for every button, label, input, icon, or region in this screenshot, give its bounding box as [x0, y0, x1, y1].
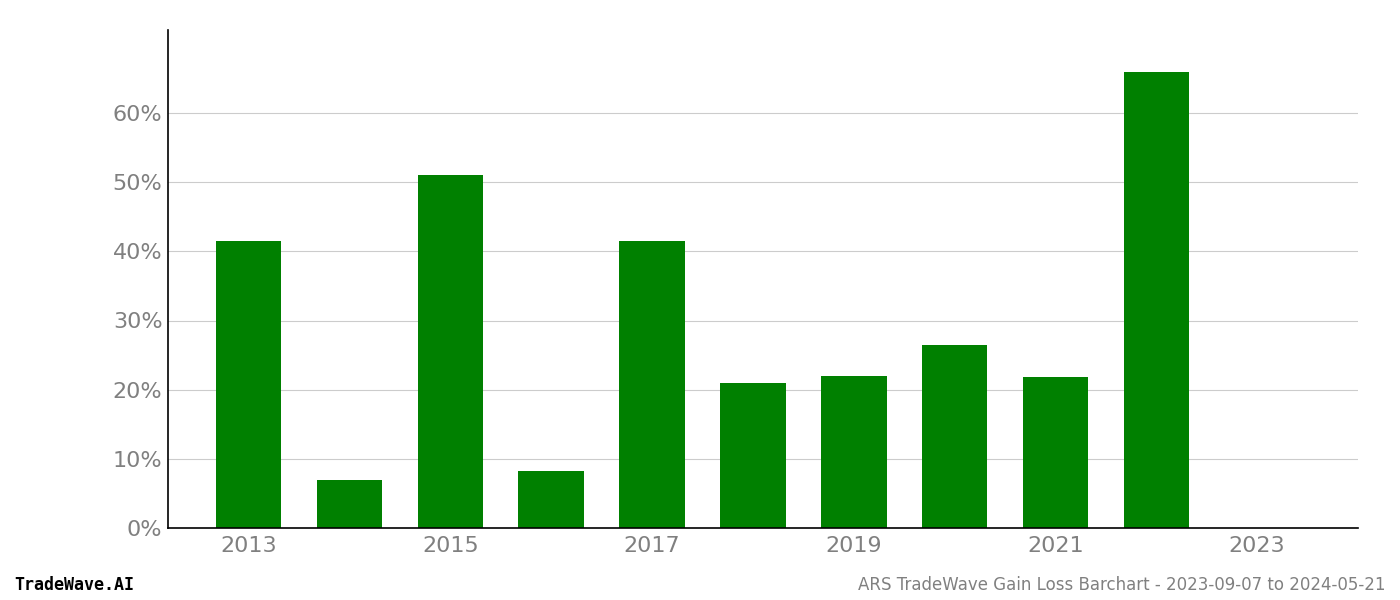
Bar — [921, 345, 987, 528]
Bar — [518, 471, 584, 528]
Bar — [820, 376, 886, 528]
Bar — [216, 241, 281, 528]
Bar — [417, 175, 483, 528]
Bar — [316, 479, 382, 528]
Bar — [720, 383, 785, 528]
Bar — [1124, 71, 1189, 528]
Bar — [1022, 377, 1088, 528]
Text: ARS TradeWave Gain Loss Barchart - 2023-09-07 to 2024-05-21: ARS TradeWave Gain Loss Barchart - 2023-… — [858, 576, 1386, 594]
Text: TradeWave.AI: TradeWave.AI — [14, 576, 134, 594]
Bar — [619, 241, 685, 528]
